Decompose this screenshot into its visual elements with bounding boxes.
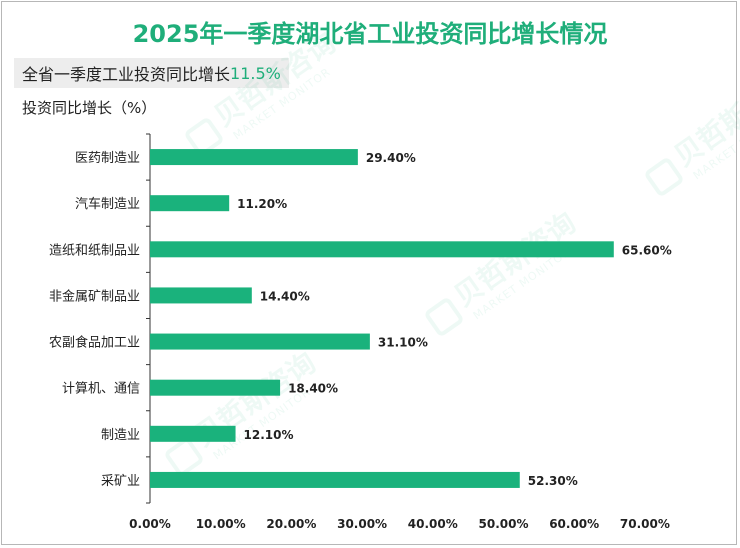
- data-label: 18.40%: [288, 382, 338, 396]
- data-label: 11.20%: [237, 197, 287, 211]
- axes: 0.00% 10.00% 20.00% 30.00% 40.00% 50.00% 60.00…: [129, 133, 670, 531]
- x-tick-label: 10.00%: [196, 517, 246, 531]
- category-label: 造纸和纸制品业: [49, 243, 140, 258]
- summary-label: 全省一季度工业投资同比增长: [22, 65, 231, 84]
- summary-banner: 全省一季度工业投资同比增长 11.5%: [14, 58, 289, 88]
- axis-unit-label: 投资同比增长（%）: [22, 99, 157, 117]
- bar: [150, 425, 236, 442]
- category-label: 农副食品加工业: [49, 335, 140, 351]
- bar: [150, 333, 370, 350]
- x-tick-label: 0.00%: [129, 517, 171, 531]
- data-label: 52.30%: [528, 474, 578, 488]
- category-label: 采矿业: [101, 474, 140, 489]
- bar: [150, 287, 252, 304]
- bar: [150, 195, 230, 212]
- bar: [150, 241, 614, 258]
- bar: [150, 149, 358, 166]
- bar: [150, 471, 520, 488]
- x-tick-label: 40.00%: [408, 517, 458, 531]
- x-tick-label: 20.00%: [266, 517, 316, 531]
- category-label: 制造业: [101, 428, 140, 443]
- bar: [150, 379, 281, 396]
- data-label: 29.40%: [366, 151, 416, 165]
- x-tick-label: 30.00%: [337, 517, 387, 531]
- data-label: 14.40%: [260, 289, 310, 303]
- x-tick-label: 60.00%: [549, 517, 599, 531]
- category-label: 计算机、通信: [62, 382, 140, 397]
- summary-value: 11.5%: [230, 63, 281, 83]
- bars: [150, 149, 614, 488]
- category-label: 非金属矿制品业: [49, 288, 140, 304]
- data-label: 65.60%: [622, 243, 672, 257]
- category-label: 汽车制造业: [75, 196, 140, 212]
- x-tick-label: 70.00%: [620, 517, 670, 531]
- x-tick-label: 50.00%: [479, 517, 529, 531]
- category-label: 医药制造业: [75, 151, 140, 166]
- chart-title: 2025年一季度湖北省工业投资同比增长情况: [132, 20, 608, 48]
- data-label: 12.10%: [244, 428, 294, 442]
- labels: 医药制造业 29.40% 汽车制造业 11.20% 造纸和纸制品业 65.60% 非金属矿制…: [49, 151, 672, 489]
- data-label: 31.10%: [378, 336, 428, 350]
